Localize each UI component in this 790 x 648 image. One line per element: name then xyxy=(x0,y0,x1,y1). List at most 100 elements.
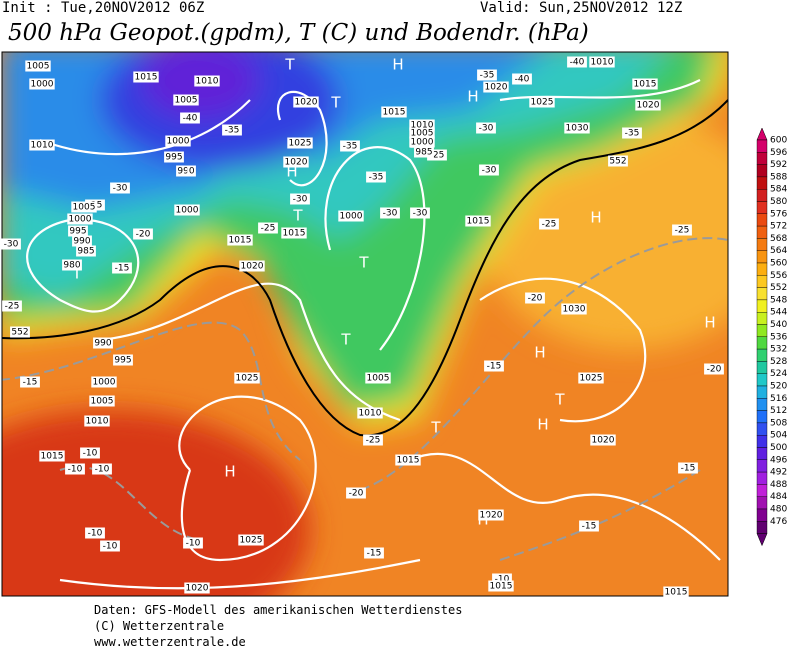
label-box xyxy=(409,136,435,148)
contour-label: 1010 xyxy=(196,77,219,87)
contour-label: -15 xyxy=(115,264,130,274)
contour-label: -25 xyxy=(366,436,381,446)
label-box xyxy=(632,78,658,90)
contour-label: -15 xyxy=(582,522,597,532)
label-box xyxy=(281,227,307,239)
label-box xyxy=(678,462,698,474)
colorbar-cell xyxy=(756,521,768,534)
colorbar-label: 536 xyxy=(770,332,787,342)
pressure-center: T xyxy=(554,391,565,409)
colorbar-cell xyxy=(756,484,768,497)
label-box xyxy=(164,151,184,163)
label-box xyxy=(91,376,117,388)
label-box xyxy=(409,127,435,139)
label-box xyxy=(20,376,40,388)
contour-label: -10 xyxy=(186,539,201,549)
contour-label: -10 xyxy=(495,575,510,585)
colorbar-cell xyxy=(756,225,768,239)
contour-label: -10 xyxy=(103,542,118,552)
contour-label: 1020 xyxy=(637,101,660,111)
contour-label: -30 xyxy=(113,184,128,194)
colorbar-cell xyxy=(756,471,768,485)
label-box xyxy=(234,372,260,384)
contour-label: 1000 xyxy=(93,378,116,388)
contour-label: -30 xyxy=(293,195,308,205)
colorbar-label: 524 xyxy=(770,369,787,379)
contour-label: -40 xyxy=(515,75,530,85)
colorbar-label: 532 xyxy=(770,345,787,355)
colorbar-label: 476 xyxy=(770,517,787,527)
contour-label: 995 xyxy=(114,356,131,366)
colorbar: 600 596 592 588 584 580 576 572 568 564 560 556 552 5… xyxy=(756,127,787,547)
label-box xyxy=(672,224,692,236)
colorbar-cell xyxy=(756,336,768,350)
contour-label: 1015 xyxy=(135,73,158,83)
label-box xyxy=(29,78,55,90)
colorbar-label: 592 xyxy=(770,160,787,170)
label-box xyxy=(113,354,133,366)
contour-label: -30 xyxy=(413,209,428,219)
label-box xyxy=(635,99,661,111)
colorbar-label: 512 xyxy=(770,406,787,416)
colorbar-cell xyxy=(756,361,768,374)
contour-label: 1025 xyxy=(240,536,263,546)
label-box xyxy=(184,582,210,594)
colorbar-cell xyxy=(756,188,768,202)
colorbar-cell xyxy=(756,139,768,153)
label-box xyxy=(176,165,196,177)
label-box xyxy=(484,360,504,372)
contour-label: 1020 xyxy=(295,98,318,108)
colorbar-cell xyxy=(756,447,768,461)
contour-label: -25 xyxy=(430,151,445,161)
label-box xyxy=(590,434,616,446)
contour-label: 1010 xyxy=(86,417,109,427)
label-box xyxy=(10,326,30,338)
label-box xyxy=(567,56,587,68)
label-box xyxy=(133,228,153,240)
label-box xyxy=(293,96,319,108)
colorbar-cell xyxy=(756,496,768,510)
pressure-center: H xyxy=(286,163,297,181)
contour-label: -20 xyxy=(349,489,364,499)
contour-label: -35 xyxy=(225,126,240,136)
colorbar-label: 504 xyxy=(770,431,787,441)
colorbar-cell xyxy=(756,312,768,325)
pressure-center: H xyxy=(224,463,235,481)
colorbar-label: 556 xyxy=(770,271,787,281)
contour-label: 1025 xyxy=(531,98,554,108)
contour-label: 1020 xyxy=(592,436,615,446)
label-box xyxy=(80,447,100,459)
contour-label: -35 xyxy=(369,173,384,183)
colorbar-cell xyxy=(756,410,768,424)
contour-label: 985 xyxy=(77,247,94,257)
colorbar-cell xyxy=(756,275,768,288)
contour-label: -35 xyxy=(625,129,640,139)
valid-time: Valid: Sun,25NOV2012 12Z xyxy=(480,0,682,16)
pressure-center: T xyxy=(292,207,303,225)
contour-label: 995 xyxy=(165,153,182,163)
label-box xyxy=(100,540,120,552)
colorbar-label: 568 xyxy=(770,234,787,244)
colorbar-cell xyxy=(756,213,768,227)
contour-label: 1020 xyxy=(285,158,308,168)
contour-label: 1015 xyxy=(490,582,513,592)
contour-label: -20 xyxy=(528,294,543,304)
contour-label: 1020 xyxy=(480,511,503,521)
contour-label: 1015 xyxy=(467,217,490,227)
colorbar-cell xyxy=(756,176,768,190)
label-box xyxy=(338,210,364,222)
label-box xyxy=(578,372,604,384)
pressure-center: H xyxy=(590,209,601,227)
label-box xyxy=(357,407,383,419)
contour-label: 1015 xyxy=(383,108,406,118)
label-box xyxy=(92,463,112,475)
contour-label: 990 xyxy=(177,167,194,177)
label-box xyxy=(476,122,496,134)
init-time: Init : Tue,20NOV2012 06Z xyxy=(2,0,204,16)
label-box xyxy=(380,207,400,219)
label-box xyxy=(71,201,97,213)
label-box xyxy=(72,235,92,247)
label-box xyxy=(110,182,130,194)
pressure-center: T xyxy=(358,254,369,272)
colorbar-label: 492 xyxy=(770,468,787,478)
